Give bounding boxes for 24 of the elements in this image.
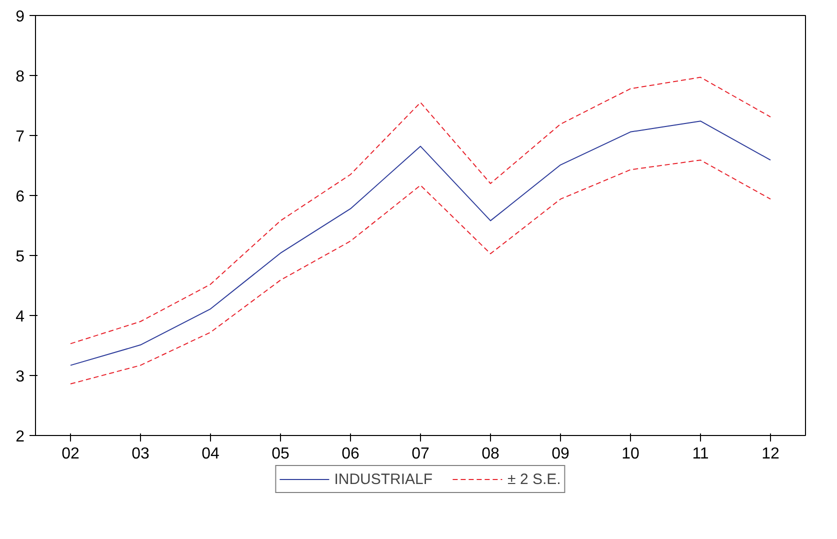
y-tick-label: 8 <box>16 68 25 86</box>
x-tick-label: 11 <box>692 446 709 462</box>
y-tick-label: 3 <box>16 368 25 386</box>
line-series <box>70 76 771 344</box>
x-tick-label: 10 <box>622 446 640 462</box>
legend-label: INDUSTRIALF <box>334 470 433 488</box>
x-tick-label: 12 <box>762 446 780 462</box>
x-tick-label: 02 <box>62 446 80 462</box>
x-tick-label: 09 <box>552 446 570 462</box>
line-series <box>70 160 771 384</box>
y-tick-label: 9 <box>16 8 25 26</box>
y-tick-label: 4 <box>16 308 25 326</box>
x-tick-label: 04 <box>202 446 220 462</box>
y-tick-label: 5 <box>16 248 25 266</box>
x-tick-label: 07 <box>412 446 430 462</box>
x-tick-label: 06 <box>342 446 360 462</box>
y-tick-label: 2 <box>16 428 25 446</box>
y-tick-label: 6 <box>16 188 25 206</box>
y-tick-label: 7 <box>16 128 25 146</box>
legend-label: ± 2 S.E. <box>508 470 561 488</box>
line-series <box>70 120 771 366</box>
x-tick-label: 05 <box>272 446 290 462</box>
x-tick-label: 03 <box>132 446 150 462</box>
x-tick-label: 08 <box>482 446 500 462</box>
